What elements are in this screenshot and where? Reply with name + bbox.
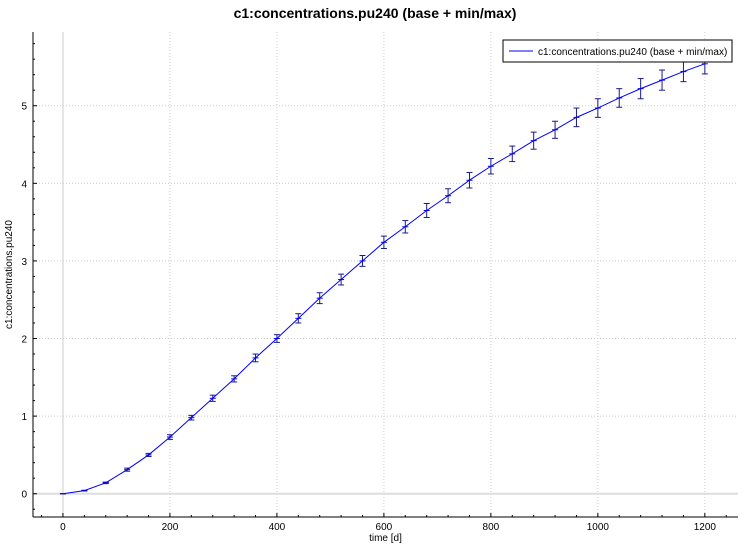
x-tick-label: 0	[60, 522, 66, 533]
x-tick-label: 1200	[694, 522, 717, 533]
y-tick-label: 4	[21, 179, 27, 190]
y-tick-label: 0	[21, 490, 27, 501]
x-tick-label: 800	[483, 522, 500, 533]
legend-label: c1:concentrations.pu240 (base + min/max)	[538, 47, 727, 58]
y-tick-label: 2	[21, 335, 27, 346]
x-tick-label: 1000	[587, 522, 610, 533]
chart-title: c1:concentrations.pu240 (base + min/max)	[233, 5, 517, 21]
y-tick-label: 5	[21, 102, 27, 113]
x-tick-label: 600	[376, 522, 393, 533]
y-axis-label: c1:concentrations.pu240	[4, 220, 15, 329]
x-tick-label: 200	[162, 522, 179, 533]
y-tick-label: 3	[21, 257, 27, 268]
x-axis-label: time [d]	[369, 533, 402, 544]
x-tick-label: 400	[269, 522, 286, 533]
y-tick-label: 1	[21, 412, 27, 423]
legend-box	[502, 39, 733, 63]
